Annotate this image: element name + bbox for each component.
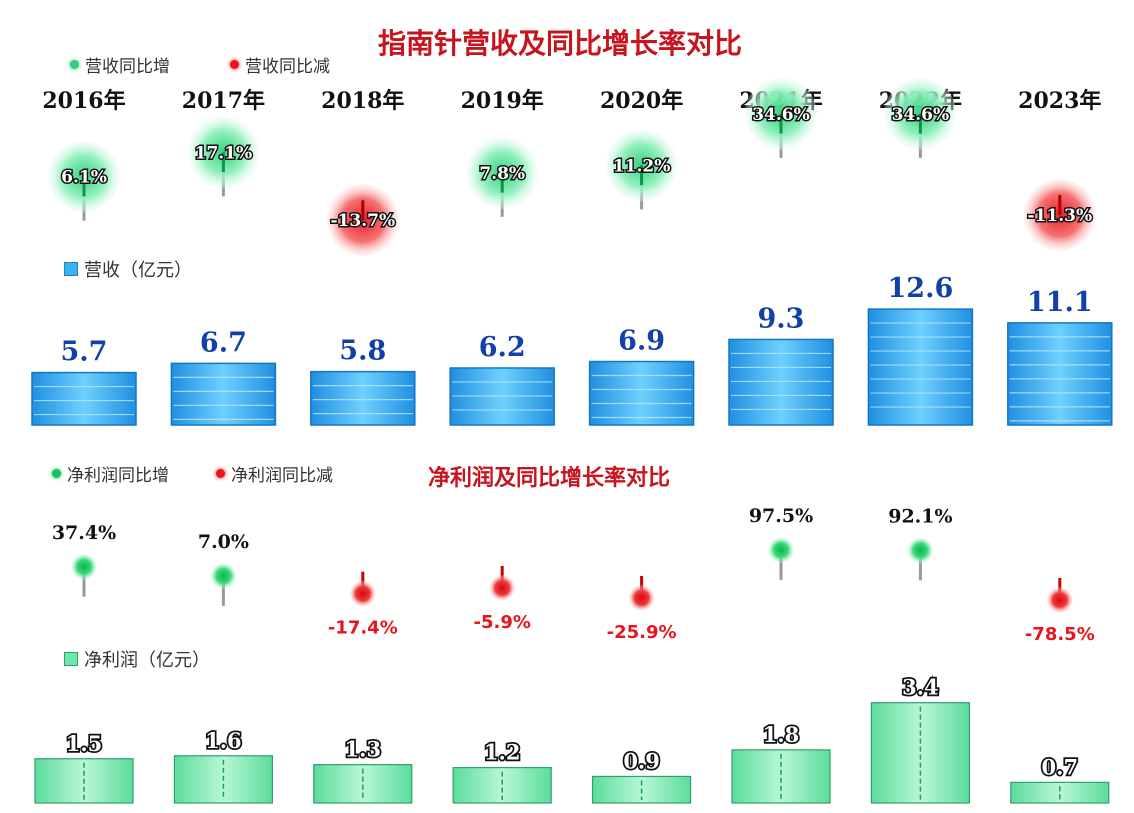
revenue-legend-bar: 营收（亿元） (64, 256, 192, 282)
legend-label: 营收（亿元） (84, 260, 192, 281)
profit-growth-label: -17.4% (328, 618, 398, 639)
profit-growth-label: -78.5% (1025, 624, 1095, 645)
profit-legend-decrease: 净利润同比减 (216, 461, 333, 486)
profit-value-label: 1.3 (345, 737, 382, 762)
legend-label: 净利润同比增 (67, 466, 169, 486)
green-dot-icon (52, 469, 61, 478)
profit-value-label: 1.5 (66, 731, 103, 756)
profit-growth-label: -25.9% (607, 622, 677, 643)
profit-chart-title: 净利润及同比增长率对比 (428, 466, 671, 491)
legend-label: 净利润（亿元） (84, 650, 210, 671)
year-label: 2019年 (461, 88, 544, 114)
revenue-value-label: 9.3 (758, 303, 805, 334)
profit-growth-label: 97.5% (749, 505, 813, 527)
revenue-legend-decrease: 营收同比减 (230, 52, 330, 77)
red-dot-icon (230, 60, 239, 69)
revenue-growth-label: 34.6% (892, 105, 950, 125)
profit-growth-marker (489, 574, 516, 601)
profit-value-label: 3.4 (902, 675, 939, 700)
profit-growth-marker (210, 562, 237, 589)
profit-legend-bar: 净利润（亿元） (64, 646, 210, 672)
revenue-growth-label: 6.1% (61, 168, 107, 188)
year-label: 2020年 (600, 88, 683, 114)
year-label: 2023年 (1018, 88, 1101, 114)
profit-bar (1010, 781, 1110, 804)
green-dot-icon (70, 60, 79, 69)
profit-growth-marker (628, 584, 655, 611)
revenue-value-label: 5.7 (61, 337, 108, 368)
revenue-growth-label: -11.3% (1027, 206, 1092, 226)
revenue-growth-label: -13.7% (330, 211, 395, 231)
revenue-bar (31, 371, 137, 426)
revenue-value-label: 11.1 (1027, 287, 1093, 318)
profit-growth-label: -5.9% (473, 612, 530, 633)
revenue-growth-label: 34.6% (752, 105, 810, 125)
profit-value-label: 0.7 (1042, 754, 1079, 779)
red-dot-icon (216, 469, 225, 478)
revenue-bar (588, 360, 695, 426)
revenue-bar (310, 370, 416, 426)
revenue-bar (1007, 322, 1113, 426)
profit-growth-marker (907, 537, 934, 564)
revenue-growth-label: 17.1% (195, 143, 253, 163)
profit-value-label: 0.9 (623, 748, 660, 773)
revenue-bar (170, 362, 277, 426)
profit-growth-label: 7.0% (198, 531, 249, 553)
revenue-growth-label: 11.2% (613, 156, 671, 176)
revenue-value-label: 6.7 (200, 327, 247, 358)
legend-label: 营收同比增 (85, 57, 170, 77)
profit-growth-label: 37.4% (52, 522, 116, 544)
year-label: 2018年 (321, 88, 404, 114)
profit-value-label: 1.6 (205, 728, 242, 753)
blue-square-icon (64, 262, 78, 276)
profit-legend-increase: 净利润同比增 (52, 461, 169, 486)
profit-value-label: 1.2 (484, 740, 521, 765)
revenue-chart-title: 指南针营收及同比增长率对比 (378, 27, 743, 60)
profit-growth-marker (71, 553, 97, 580)
legend-label: 营收同比减 (245, 57, 330, 77)
profit-growth-marker (1046, 587, 1073, 613)
revenue-bar (728, 338, 834, 426)
revenue-value-label: 6.2 (479, 332, 526, 363)
revenue-legend-increase: 营收同比增 (70, 52, 170, 77)
revenue-growth-marker (326, 184, 399, 257)
revenue-value-label: 5.8 (339, 336, 386, 367)
green-square-icon (64, 652, 78, 666)
profit-value-label: 1.8 (763, 722, 800, 747)
year-label: 2016年 (42, 88, 125, 114)
profit-growth-marker (768, 537, 794, 563)
profit-growth-label: 92.1% (888, 505, 952, 527)
year-label: 2017年 (182, 88, 265, 114)
legend-label: 净利润同比减 (231, 466, 333, 486)
revenue-value-label: 12.6 (888, 273, 954, 304)
profit-growth-marker (349, 580, 376, 607)
revenue-growth-label: 7.8% (479, 164, 525, 184)
revenue-bar (867, 308, 974, 426)
revenue-value-label: 6.9 (618, 326, 665, 357)
